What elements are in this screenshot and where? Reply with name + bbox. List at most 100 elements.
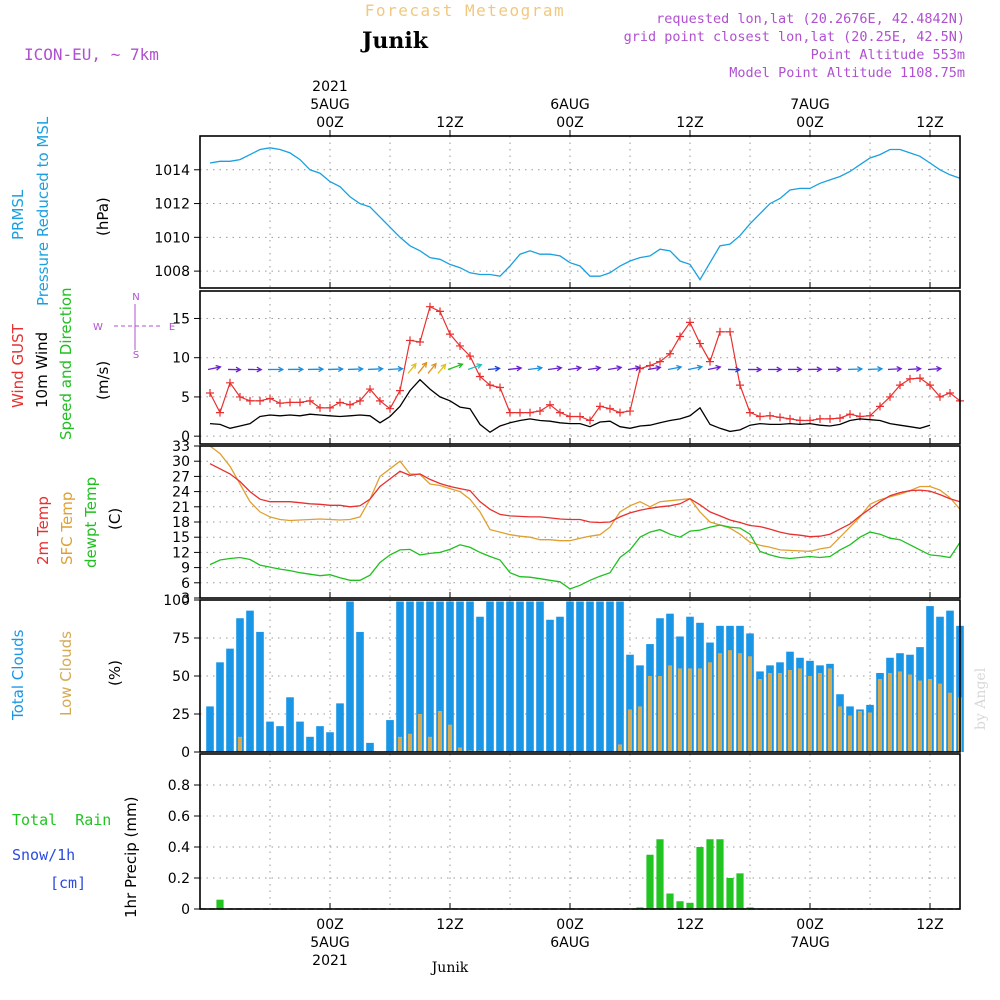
wind-arrow-head	[235, 366, 242, 373]
total-cloud-bar	[356, 631, 364, 752]
low-cloud-bar	[828, 668, 832, 752]
wind-arrow-shaft	[667, 366, 682, 371]
time-label-top: 5AUG	[310, 97, 350, 113]
gust-marker	[456, 341, 464, 350]
gust-marker	[266, 394, 274, 403]
gust-marker	[496, 383, 504, 392]
panel-pressure: 1008 1010 1012 1014	[154, 136, 961, 288]
total-cloud-bar	[226, 648, 234, 752]
temp-label-2m: 2m Temp	[34, 496, 52, 565]
time-label-bottom: 00Z	[316, 917, 343, 933]
dewpt-line	[209, 524, 961, 590]
low-cloud-bar	[768, 672, 772, 752]
wind-arrow-shaft	[907, 368, 921, 371]
time-label-bottom: 12Z	[676, 917, 703, 933]
gust-marker	[436, 307, 444, 316]
total-cloud-bar	[456, 601, 464, 752]
time-axis-top: 2021 5AUG 00Z 12Z 6AUG 00Z 12Z 7AUG 00Z 12Z	[310, 79, 944, 136]
temperature-ytick-label: 33	[172, 439, 190, 455]
total-cloud-bar	[346, 601, 354, 752]
wind-arrow-head	[936, 365, 943, 372]
low-cloud-bar	[728, 650, 732, 752]
station-name: Junik	[360, 28, 429, 54]
wind-compass: N W E S	[93, 292, 175, 361]
time-label-top: 7AUG	[790, 97, 830, 113]
low-cloud-bar	[858, 710, 862, 752]
wind-arrow-head	[655, 365, 662, 371]
temp-labels: 2m Temp SFC Temp dewpt Temp (C)	[34, 477, 124, 568]
cloud-label-total: Total Clouds	[9, 629, 27, 721]
low-cloud-bar	[678, 668, 682, 752]
panel-clouds: 0 25 50 75 100	[163, 593, 964, 761]
wind-arrow-head	[298, 366, 305, 373]
temperature-ytick-label: 9	[181, 561, 190, 577]
panel-border	[199, 753, 961, 910]
wind-arrow-head	[421, 361, 428, 368]
gust-marker	[766, 411, 774, 420]
wind-arrow-shaft	[587, 367, 601, 371]
total-cloud-bar	[596, 601, 604, 752]
low-cloud-bar	[408, 733, 412, 752]
low-cloud-bar	[798, 668, 802, 752]
credit-watermark: by Angel	[973, 667, 989, 730]
gust-marker	[386, 404, 394, 413]
gust-marker	[886, 392, 894, 401]
total-cloud-bar	[526, 601, 534, 752]
gust-marker	[786, 414, 794, 423]
low-cloud-bar	[668, 665, 672, 752]
low-cloud-bar	[808, 676, 812, 752]
gust-marker	[356, 396, 364, 405]
wind-arrow-head	[616, 365, 623, 371]
gust-marker	[746, 408, 754, 417]
gust-marker	[926, 381, 934, 390]
low-cloud-bar	[708, 662, 712, 752]
panel-precip: 0 0.2 0.4 0.6 0.8	[168, 754, 960, 918]
time-label-bottom: 2021	[312, 953, 348, 969]
cloud-label-low: Low Clouds	[57, 631, 75, 716]
gust-marker	[336, 398, 344, 407]
gust-marker	[326, 403, 334, 412]
cloud-labels: Total Clouds Low Clouds (%)	[9, 629, 124, 721]
temperature-ytick-label: 24	[172, 485, 190, 501]
gust-marker	[536, 407, 544, 416]
temperature-ytick-label: 6	[181, 576, 190, 592]
gust-marker	[596, 402, 604, 411]
gust-marker	[316, 403, 324, 412]
wind-arrow-head	[634, 365, 642, 372]
compass-e: E	[169, 322, 175, 333]
wind-arrow-head	[476, 363, 483, 369]
total-cloud-bar	[486, 601, 494, 752]
temperature-ytick-label: 3	[181, 591, 190, 607]
temperature-ytick-label: 30	[172, 454, 190, 470]
low-cloud-bar	[648, 676, 652, 752]
low-cloud-bar	[758, 679, 762, 752]
wind-arrow-shaft	[347, 368, 363, 371]
gust-marker	[556, 408, 564, 417]
temperature-ytick-label: 15	[172, 530, 190, 546]
total-cloud-bar	[516, 601, 524, 752]
wind-ytick-label: 0	[181, 429, 190, 445]
total-cloud-bar	[506, 601, 514, 752]
time-label-bottom: 00Z	[556, 917, 583, 933]
time-label-bottom: 5AUG	[310, 935, 350, 951]
total-cloud-bar	[236, 618, 244, 752]
panel-border	[199, 599, 961, 753]
gust-marker	[726, 327, 734, 336]
gust-marker	[836, 414, 844, 423]
wind-arrow-head	[516, 365, 523, 372]
gust-marker	[696, 339, 704, 348]
wind-arrow-shaft	[367, 368, 383, 371]
wind-arrow-head	[676, 364, 683, 371]
wind-arrow-shaft	[387, 368, 403, 371]
gust-marker	[946, 389, 954, 397]
temperature-ytick-label: 18	[172, 515, 190, 531]
total-cloud-bar	[946, 610, 954, 752]
compass-s: S	[133, 350, 139, 361]
total-cloud-bar	[396, 601, 404, 752]
total-cloud-bar	[426, 601, 434, 752]
panel-border	[199, 290, 961, 445]
gust-marker	[216, 408, 224, 417]
wind-arrow-shaft	[487, 367, 500, 371]
total-cloud-bar	[316, 726, 324, 752]
low-cloud-bar	[658, 676, 662, 752]
